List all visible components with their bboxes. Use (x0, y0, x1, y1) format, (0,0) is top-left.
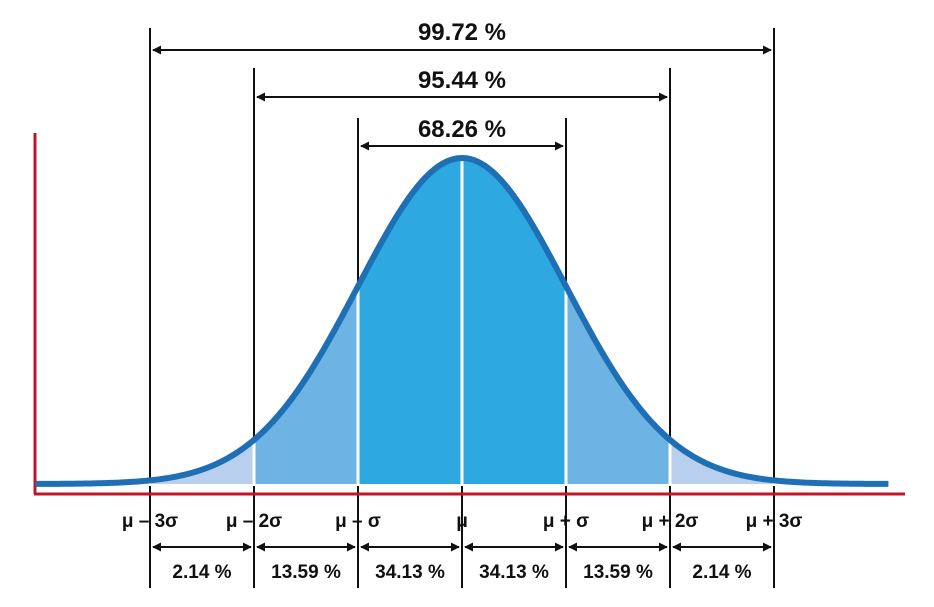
interval-label-2sigma: 95.44 % (418, 67, 506, 94)
x-tick-label: μ – 3σ (122, 511, 178, 532)
distribution-curve (34, 155, 890, 487)
interval-label-3sigma: 99.72 % (418, 19, 506, 46)
x-tick-label: μ + 3σ (746, 511, 803, 532)
band-dividers (148, 158, 776, 484)
band-1 (150, 439, 254, 484)
x-tick-label: μ + 2σ (642, 511, 699, 532)
band-percent-label: 2.14 % (692, 562, 751, 583)
x-tick-labels: μ – 3σ μ – 2σ μ – σ μ μ + σ μ + 2σ μ + 3σ (122, 511, 803, 532)
curve-layer (34, 155, 890, 487)
percentage-labels: 99.72 % 95.44 % 68.26 % 2.14 % 13.59 % 34.13 … (172, 19, 751, 583)
axes (33, 133, 905, 496)
interval-arrows (152, 45, 772, 151)
band-percent-label: 13.59 % (271, 562, 341, 583)
band-percent-label: 34.13 % (479, 562, 549, 583)
band-3 (358, 158, 462, 484)
band-percent-label: 34.13 % (375, 562, 445, 583)
band-6 (670, 439, 774, 484)
x-tick-label: μ (456, 511, 468, 532)
interval-label-1sigma: 68.26 % (418, 116, 506, 143)
sigma-reference-lines (149, 28, 775, 588)
band-percent-label: 13.59 % (583, 562, 653, 583)
x-tick-label: μ – 2σ (226, 511, 282, 532)
band-4 (462, 158, 566, 484)
x-tick-label: μ + σ (543, 511, 589, 532)
x-tick-label: μ – σ (335, 511, 381, 532)
band-percent-label: 2.14 % (172, 562, 231, 583)
